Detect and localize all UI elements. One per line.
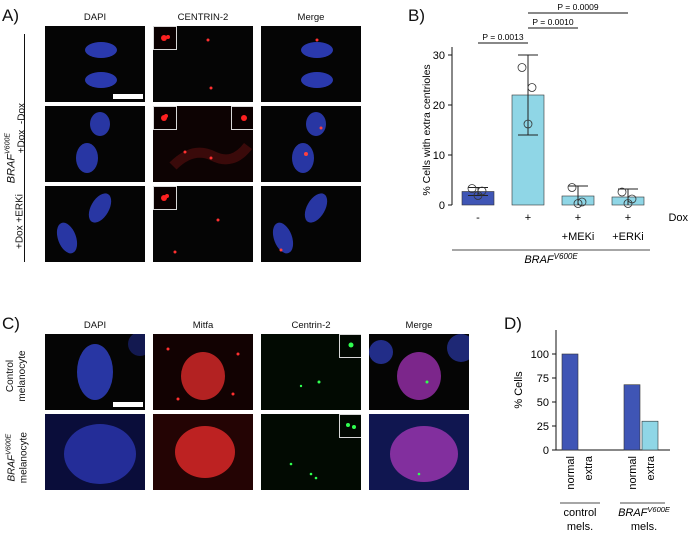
image-mitfa-control [153, 334, 253, 410]
zoom-inset [339, 414, 361, 438]
image-merge-control [369, 334, 469, 410]
image-dapi-plus-dox [45, 106, 145, 182]
bar [561, 353, 579, 451]
data-point [623, 199, 633, 208]
y-tick-label: 100 [531, 349, 549, 361]
col-header-dapi: DAPI [83, 12, 107, 23]
x-tick-label: + [525, 212, 531, 224]
scale-bar [113, 402, 143, 407]
zoom-inset [153, 26, 177, 50]
group-label: control [563, 507, 596, 519]
y-tick-label: 10 [433, 150, 445, 162]
data-point [573, 199, 583, 208]
row-label-dox-erki: +Dox +ERKi [14, 193, 26, 250]
image-dapi-dox-erki [45, 186, 145, 262]
data-point [523, 119, 533, 129]
row-label-control: Control melanocyte [5, 350, 28, 402]
image-mitfa-braf [153, 414, 253, 490]
x-tick-label: extra [583, 455, 595, 480]
row-bracket-line [24, 34, 25, 262]
panel-b-label: B) [408, 6, 425, 25]
y-tick-label: 30 [433, 50, 445, 62]
image-centrin-control [261, 334, 361, 410]
data-point [617, 187, 627, 197]
y-tick-label: 0 [543, 445, 549, 457]
data-point [527, 83, 537, 92]
image-merge-plus-dox [261, 106, 361, 182]
p-value-label: P = 0.0010 [532, 17, 573, 27]
image-centrin-minus-dox [153, 26, 253, 102]
row-label-plus-dox: +Dox [16, 129, 28, 154]
bar-chart-extra-centrioles: 0 10 20 30% Cells with extra centrioles - + + +… [421, 2, 688, 266]
image-centrin-braf [261, 414, 361, 490]
x-tick-label: +ERKi [612, 231, 644, 243]
x-tick-label: normal [627, 456, 639, 490]
image-dapi-braf [45, 414, 145, 490]
x-tick-label: normal [565, 456, 577, 490]
bar [623, 384, 641, 451]
zoom-inset [339, 334, 361, 358]
bar [641, 420, 659, 451]
col-header-centrin: CENTRIN-2 [177, 12, 229, 23]
col-header-merge-c: Merge [405, 320, 433, 331]
zoom-inset [153, 186, 177, 210]
col-header-merge: Merge [297, 12, 325, 23]
group-label: BRAFV600E [618, 505, 671, 519]
y-axis-label: % Cells [513, 371, 525, 409]
p-value-label: P = 0.0009 [557, 2, 598, 12]
p-value-label: P = 0.0013 [482, 32, 523, 42]
col-header-dapi-c: DAPI [83, 320, 107, 331]
image-merge-dox-erki [261, 186, 361, 262]
zoom-inset-2 [231, 106, 253, 130]
dox-label: Dox [668, 212, 688, 224]
group-label: mels. [567, 521, 593, 533]
y-tick-label: 50 [537, 397, 549, 409]
group-label: mels. [631, 521, 657, 533]
col-header-mitfa: Mitfa [192, 320, 214, 331]
image-merge-braf [369, 414, 469, 490]
x-tick-label: extra [645, 455, 657, 480]
row-label-braf: BRAFV600E melanocyte [5, 432, 30, 484]
y-axis-label: % Cells with extra centrioles [421, 64, 433, 195]
panel-d-label: D) [504, 314, 522, 333]
panel-a-label: A) [2, 6, 19, 25]
panel-c-label: C) [2, 314, 20, 333]
genotype-label: BRAFV600E [524, 252, 578, 266]
y-tick-label: 75 [537, 373, 549, 385]
x-tick-label: + [625, 212, 631, 224]
y-tick-label: 20 [433, 100, 445, 112]
image-merge-minus-dox [261, 26, 361, 102]
y-tick-label: 25 [537, 421, 549, 433]
image-dapi-control [45, 334, 145, 410]
image-dapi-minus-dox [45, 26, 145, 102]
col-header-centrin-c: Centrin-2 [291, 320, 331, 331]
data-point [467, 184, 477, 193]
scale-bar [113, 94, 143, 99]
data-point [577, 197, 587, 207]
data-point [567, 183, 577, 192]
genotype-label-a: BRAFV600E [4, 132, 18, 184]
x-tick-label: - [476, 212, 480, 224]
y-tick-label: 0 [439, 200, 445, 212]
data-point [517, 63, 527, 72]
data-point [473, 191, 483, 200]
image-centrin-plus-dox [153, 106, 253, 182]
x-tick-label: + [575, 212, 581, 224]
zoom-inset-1 [153, 106, 177, 130]
bar-chart-cells: 0 25 50 75 100 % Cells normal extra normal extra c… [513, 330, 671, 533]
image-centrin-dox-erki [153, 186, 253, 262]
x-tick-label: +MEKi [562, 231, 595, 243]
